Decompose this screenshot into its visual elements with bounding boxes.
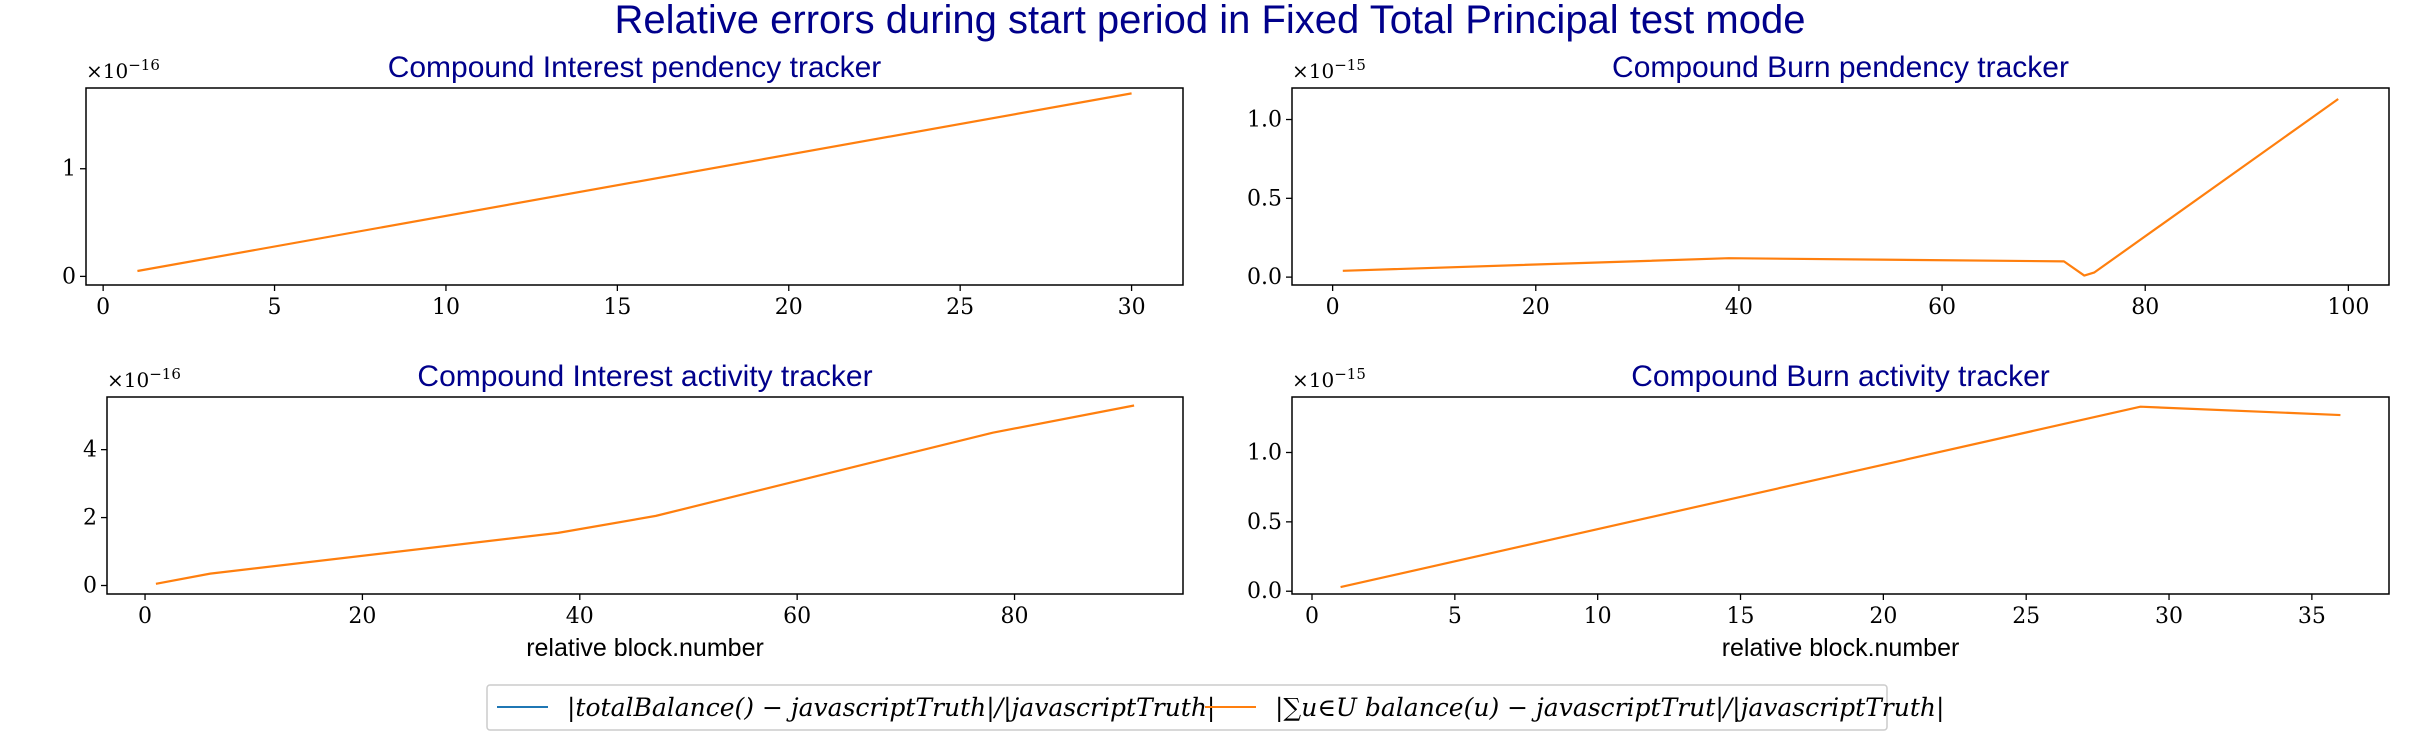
axis-offset-label: ×10−16 [86, 56, 160, 83]
x-tick-label: 30 [2155, 604, 2183, 629]
x-tick-label: 0 [96, 295, 110, 320]
series-line-1 [155, 404, 1135, 585]
y-tick-label: 1.0 [1247, 440, 1282, 465]
y-tick-label: 0.5 [1247, 510, 1282, 535]
x-tick-label: 20 [1522, 295, 1550, 320]
subplot-title: Compound Interest activity tracker [417, 360, 872, 393]
x-tick-label: 15 [603, 295, 631, 320]
x-tick-label: 10 [1584, 604, 1612, 629]
y-tick-label: 2 [83, 506, 97, 531]
y-tick-label: 1.0 [1247, 108, 1282, 133]
x-tick-label: 35 [2298, 604, 2326, 629]
x-tick-label: 0 [1305, 604, 1319, 629]
y-tick-label: 1 [62, 157, 76, 182]
axis-offset-label: ×10−15 [1292, 365, 1366, 392]
series-line-1 [137, 92, 1132, 273]
x-tick-label: 5 [1448, 604, 1462, 629]
y-tick-label: 0 [62, 264, 76, 289]
x-tick-label: 80 [2131, 295, 2159, 320]
axis-offset-label: ×10−16 [107, 365, 181, 392]
x-tick-label: 15 [1727, 604, 1755, 629]
axes-frame [1291, 87, 2390, 286]
x-tick-label: 10 [432, 295, 460, 320]
x-tick-label: 0 [138, 604, 152, 629]
x-tick-label: 20 [1869, 604, 1897, 629]
x-tick-label: 20 [348, 604, 376, 629]
legend: |totalBalance() − javascriptTruth|/|java… [486, 684, 1944, 731]
subplot-title: Compound Burn activity tracker [1631, 360, 2050, 393]
subplot-1: Compound Interest pendency tracker ×10−16… [62, 51, 1184, 320]
axis-offset-label: ×10−15 [1292, 56, 1366, 83]
x-tick-label: 60 [783, 604, 811, 629]
figure-title: Relative errors during start period in F… [615, 0, 1806, 42]
x-tick-label: 30 [1118, 295, 1146, 320]
x-tick-label: 80 [1001, 604, 1029, 629]
subplot-title: Compound Interest pendency tracker [388, 51, 882, 84]
subplots: Compound Interest pendency tracker ×10−16… [62, 51, 2390, 662]
x-tick-label: 25 [946, 295, 974, 320]
y-tick-label: 0.0 [1247, 265, 1282, 290]
axes-frame [106, 396, 1184, 595]
series-line-1 [1342, 98, 2339, 277]
series-line-1 [1340, 405, 2341, 589]
subplot-3: Compound Interest activity tracker ×10−16… [83, 360, 1184, 662]
x-tick-label: 0 [1326, 295, 1340, 320]
subplot-4: Compound Burn activity tracker ×10−15 0 5 10… [1247, 360, 2390, 662]
x-tick-label: 25 [2012, 604, 2040, 629]
y-tick-label: 4 [83, 438, 97, 463]
subplot-title: Compound Burn pendency tracker [1612, 51, 2069, 84]
axes-frame [1291, 396, 2390, 595]
y-tick-label: 0.0 [1247, 579, 1282, 604]
x-axis-label: relative block.number [1722, 634, 1960, 662]
x-tick-label: 60 [1928, 295, 1956, 320]
axes-frame [85, 87, 1184, 286]
x-tick-label: 40 [1725, 295, 1753, 320]
y-tick-label: 0.5 [1247, 186, 1282, 211]
legend-label-1: |totalBalance() − javascriptTruth|/|java… [567, 693, 1215, 723]
x-tick-label: 20 [775, 295, 803, 320]
legend-label-2: |∑u∈U balance(u) − javascriptTrut|/|java… [1275, 693, 1944, 723]
x-tick-label: 40 [566, 604, 594, 629]
legend-frame [486, 684, 1888, 731]
x-tick-label: 100 [2327, 295, 2369, 320]
x-tick-label: 5 [268, 295, 282, 320]
x-axis-label: relative block.number [526, 634, 764, 662]
y-tick-label: 0 [83, 574, 97, 599]
subplot-2: Compound Burn pendency tracker ×10−15 0 20 4… [1247, 51, 2390, 320]
